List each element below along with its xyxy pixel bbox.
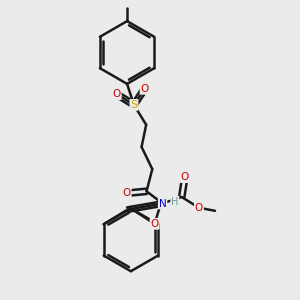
Text: O: O xyxy=(112,89,121,99)
Text: S: S xyxy=(130,100,137,110)
Text: O: O xyxy=(195,203,203,213)
Text: N: N xyxy=(159,199,167,208)
Text: O: O xyxy=(122,188,131,198)
Text: O: O xyxy=(140,84,149,94)
Text: O: O xyxy=(181,172,189,182)
Text: H: H xyxy=(171,196,178,207)
Text: O: O xyxy=(151,219,159,229)
